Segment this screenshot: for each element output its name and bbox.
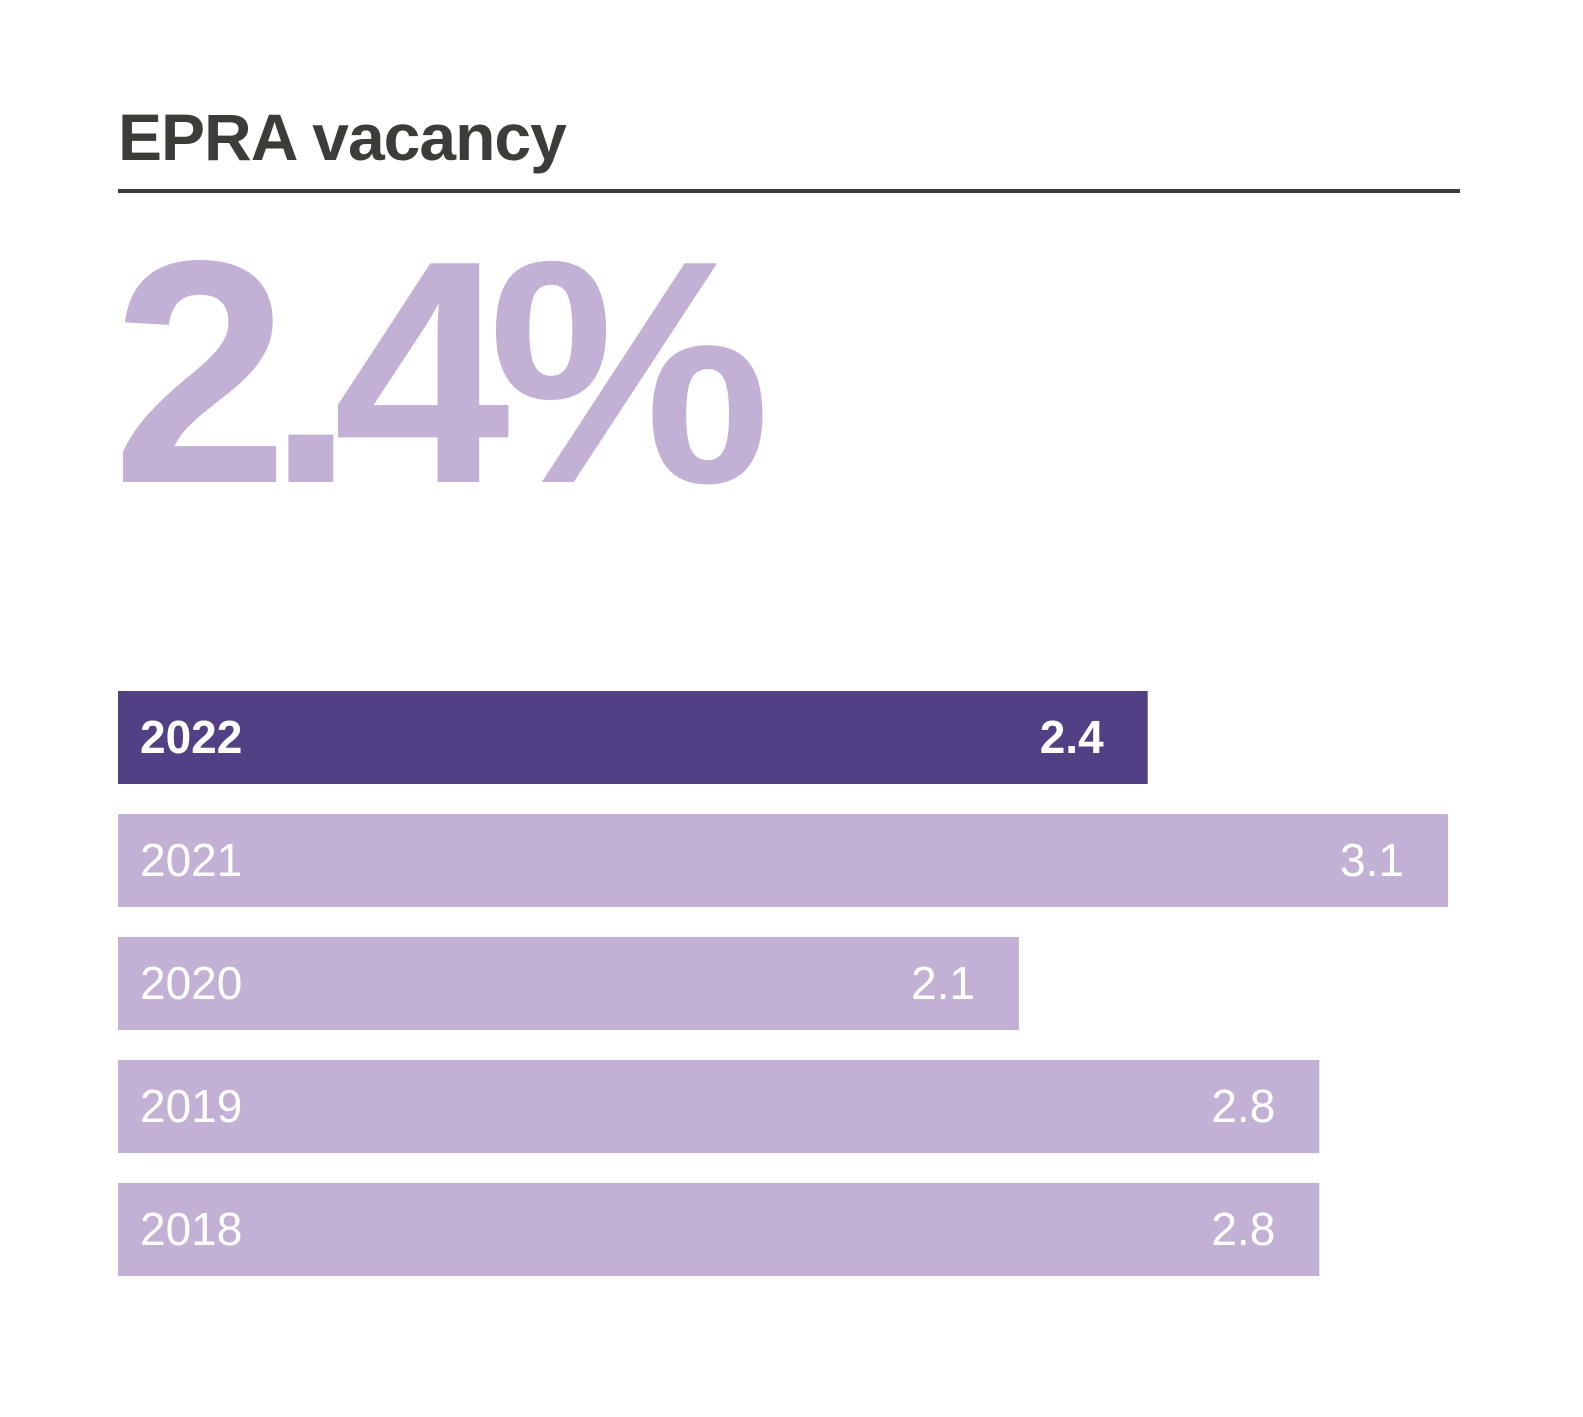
value-label-2019: 2.8 <box>1211 1080 1275 1132</box>
bar-2019 <box>118 1060 1320 1153</box>
bar-group-2020: 2020 2.1 <box>118 937 1019 1030</box>
bar-2018 <box>118 1183 1320 1276</box>
bar-2020 <box>118 937 1019 1030</box>
bar-group-2019: 2019 2.8 <box>118 1060 1320 1153</box>
bar-group-2021: 2021 3.1 <box>118 814 1448 907</box>
value-label-2018: 2.8 <box>1211 1203 1275 1255</box>
category-label-2020: 2020 <box>140 957 242 1009</box>
value-label-2020: 2.1 <box>911 957 975 1009</box>
bar-2021 <box>118 814 1448 907</box>
category-label-2021: 2021 <box>140 834 242 886</box>
category-label-2022: 2022 <box>140 711 242 763</box>
value-label-2022: 2.4 <box>1040 711 1104 763</box>
bar-group-2018: 2018 2.8 <box>118 1183 1320 1276</box>
bar-2022 <box>118 691 1148 784</box>
bar-group-2022: 2022 2.4 <box>118 691 1148 784</box>
title-divider <box>118 189 1460 193</box>
headline-value: 2.4% <box>112 195 771 550</box>
chart-title: EPRA vacancy <box>118 100 567 174</box>
category-label-2018: 2018 <box>140 1203 242 1255</box>
value-label-2021: 3.1 <box>1340 834 1404 886</box>
category-label-2019: 2019 <box>140 1080 242 1132</box>
